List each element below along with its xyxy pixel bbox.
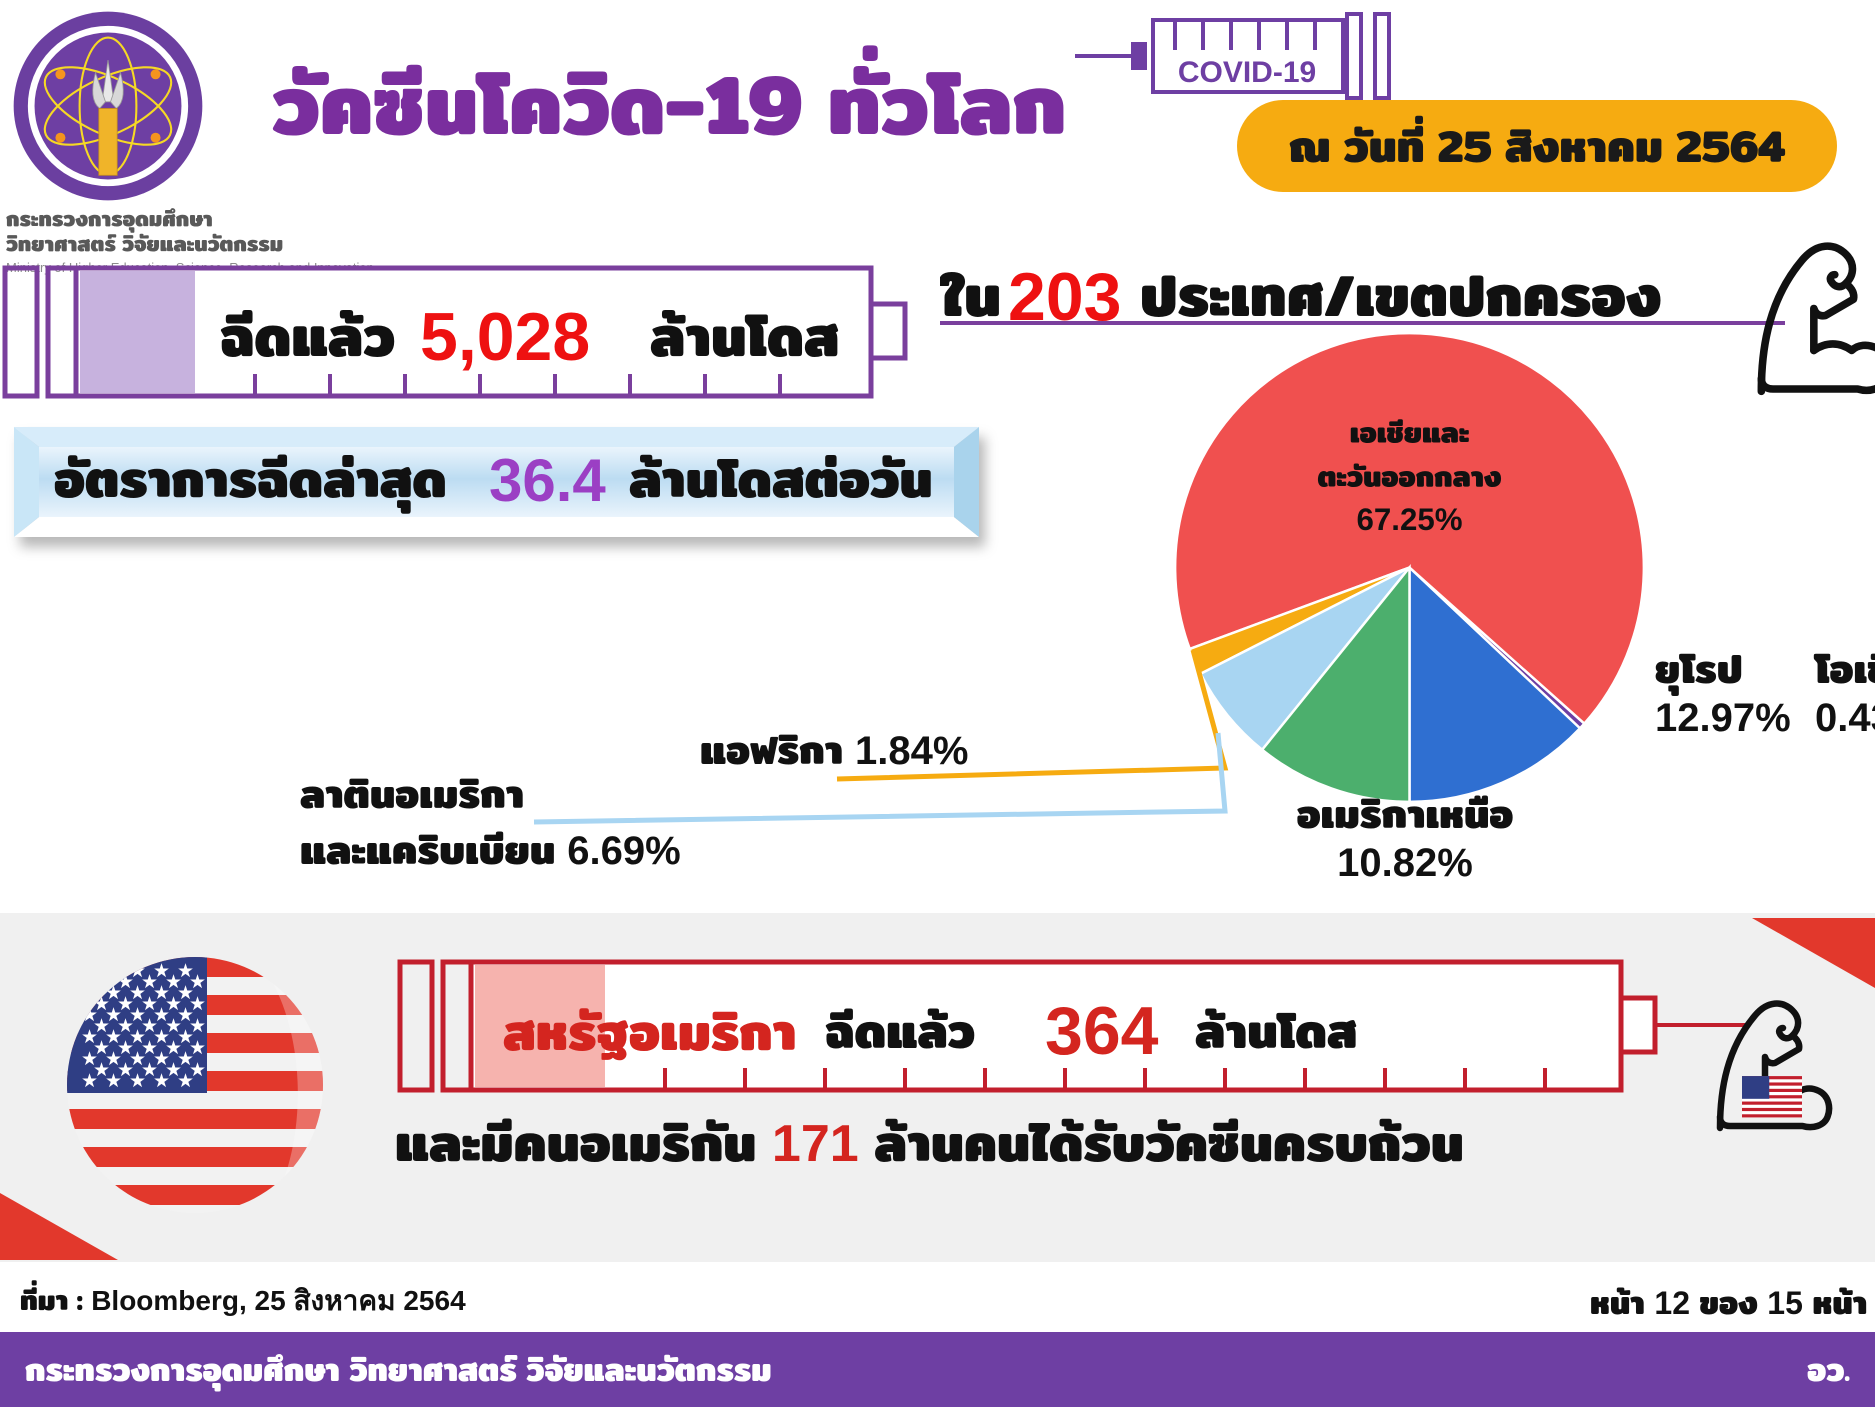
svg-text:★: ★ xyxy=(93,966,110,996)
svg-text:ล้านโดส: ล้านโดส xyxy=(1195,994,1357,1069)
svg-text:★: ★ xyxy=(117,1054,134,1084)
svg-text:★: ★ xyxy=(141,1054,158,1084)
svg-text:★: ★ xyxy=(189,1054,206,1084)
svg-text:ฉีดแล้ว: ฉีดแล้ว xyxy=(825,994,975,1069)
svg-text:★: ★ xyxy=(93,1054,110,1084)
svg-text:★: ★ xyxy=(165,1054,182,1084)
svg-text:★: ★ xyxy=(105,955,122,985)
svg-text:★: ★ xyxy=(81,955,98,985)
svg-text:364: 364 xyxy=(1045,993,1159,1069)
svg-text:สหรัฐอเมริกา: สหรัฐอเมริกา xyxy=(503,990,796,1072)
